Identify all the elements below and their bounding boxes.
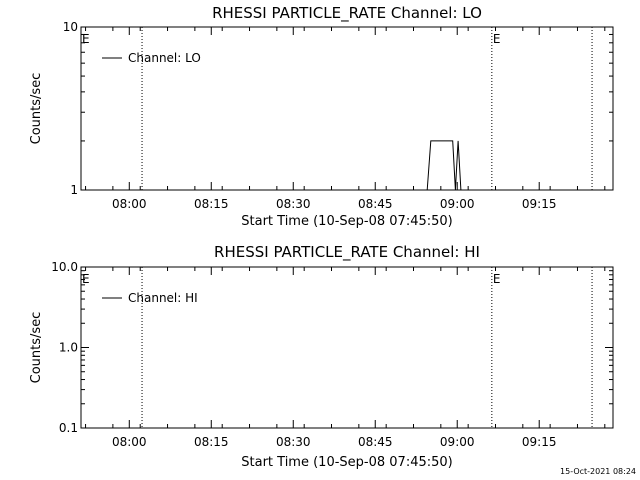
- y-tick-label: 10: [63, 20, 78, 34]
- x-tick-label: 08:00: [112, 435, 147, 449]
- y-tick-label: 1: [70, 183, 78, 197]
- x-tick-label: 09:00: [440, 435, 475, 449]
- timestamp-text: 15-Oct-2021 08:24: [560, 467, 636, 476]
- x-tick-label: 08:30: [276, 435, 311, 449]
- plot-frame: [80, 26, 614, 191]
- x-tick-label: 08:45: [358, 197, 393, 211]
- x-axis-label: Start Time (10-Sep-08 07:45:50): [241, 455, 452, 470]
- x-axis-label: Start Time (10-Sep-08 07:45:50): [241, 214, 452, 229]
- y-axis-label: Counts/sec: [29, 312, 44, 384]
- x-tick-label: 08:15: [194, 435, 229, 449]
- legend-label: Channel: HI: [128, 291, 198, 305]
- chart-title: RHESSI PARTICLE_RATE Channel: HI: [214, 243, 480, 262]
- y-tick-label: 0.1: [59, 421, 78, 435]
- x-tick-label: 09:00: [440, 197, 475, 211]
- x-tick-label: 08:15: [194, 197, 229, 211]
- chart-panel-2: RHESSI PARTICLE_RATE Channel: HI Start Ti…: [29, 243, 614, 470]
- event-line-label: E: [493, 272, 501, 286]
- y-tick-label: 10.0: [51, 260, 78, 274]
- chart-title: RHESSI PARTICLE_RATE Channel: LO: [212, 4, 482, 23]
- y-axis-label: Counts/sec: [29, 73, 44, 145]
- edge-marker-label: E: [82, 272, 90, 286]
- edge-marker-label: E: [82, 32, 90, 46]
- chart-panel-1: RHESSI PARTICLE_RATE Channel: LO Start Ti…: [29, 4, 614, 229]
- series-line: [426, 140, 462, 191]
- x-tick-label: 08:45: [358, 435, 393, 449]
- x-tick-label: 08:00: [112, 197, 147, 211]
- x-tick-label: 09:15: [522, 197, 557, 211]
- y-tick-label: 1.0: [59, 341, 78, 355]
- legend-label: Channel: LO: [128, 51, 201, 65]
- x-tick-label: 09:15: [522, 435, 557, 449]
- x-tick-label: 08:30: [276, 197, 311, 211]
- event-line-label: E: [493, 32, 501, 46]
